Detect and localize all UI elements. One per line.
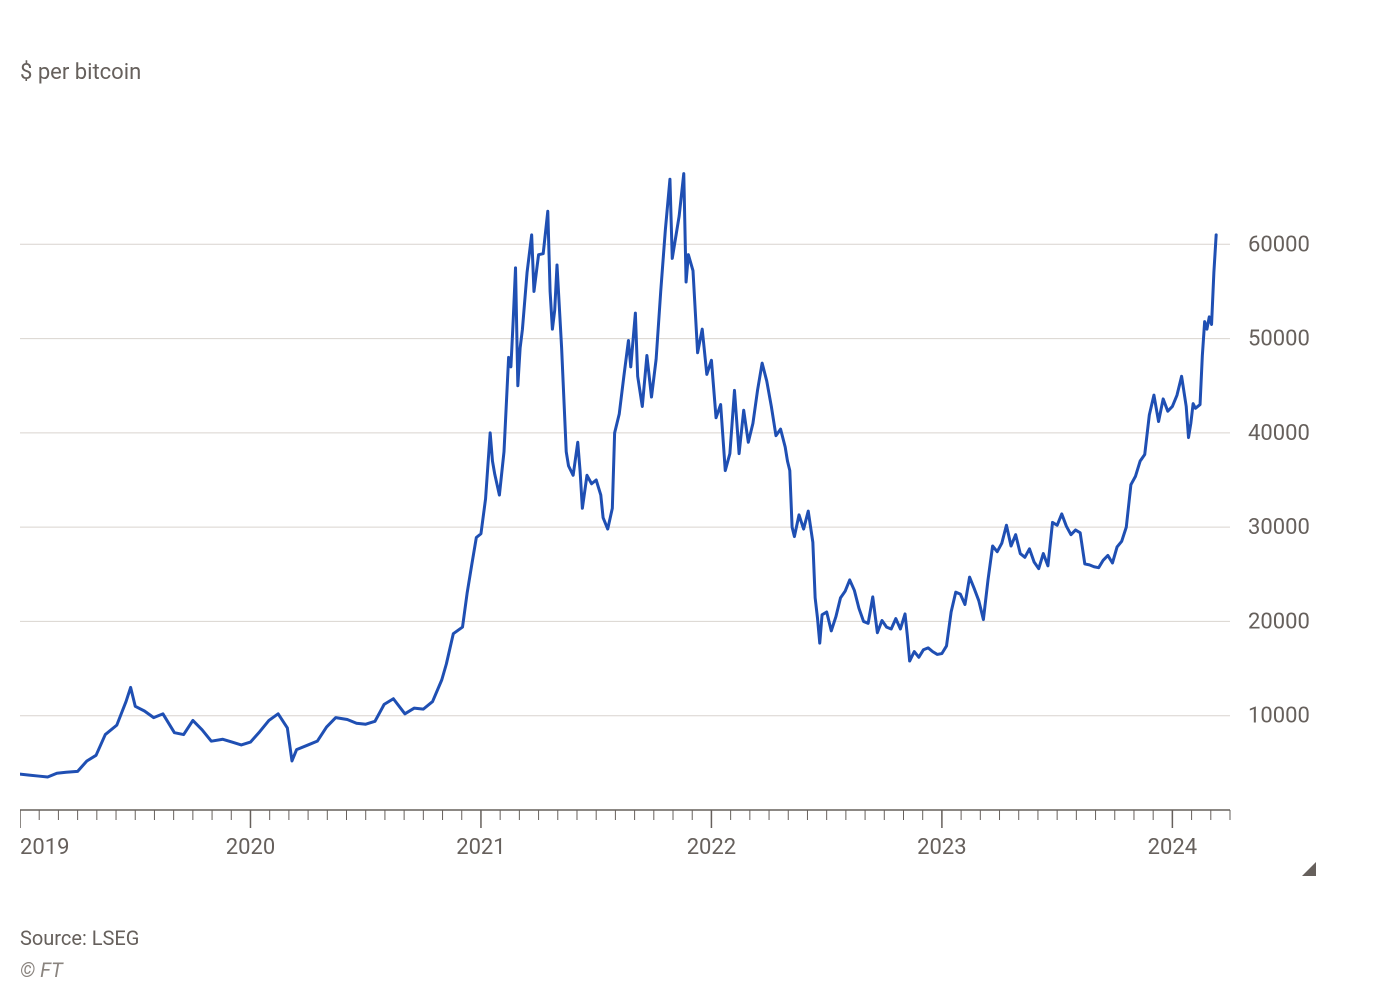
x-tick-label: 2020 bbox=[226, 835, 275, 860]
corner-flourish-icon bbox=[1302, 862, 1316, 876]
y-tick-label: 40000 bbox=[1248, 421, 1310, 446]
chart-source: Source: LSEG bbox=[20, 926, 139, 950]
y-tick-label: 10000 bbox=[1248, 704, 1310, 729]
price-line bbox=[20, 174, 1216, 777]
chart-copyright: © FT bbox=[20, 958, 63, 982]
x-tick-label: 2023 bbox=[917, 835, 966, 860]
chart-subtitle: $ per bitcoin bbox=[20, 60, 141, 85]
x-tick-label: 2022 bbox=[687, 835, 736, 860]
line-chart: 10000 20000 30000 40000 50000 60000 2019 2020 20… bbox=[20, 140, 1320, 884]
y-tick-label: 50000 bbox=[1248, 327, 1310, 352]
x-tick-label: 2021 bbox=[456, 835, 505, 860]
x-tick-label: 2024 bbox=[1148, 835, 1197, 860]
y-tick-label: 60000 bbox=[1248, 232, 1310, 257]
y-tick-label: 20000 bbox=[1248, 609, 1310, 634]
x-tick-label: 2019 bbox=[20, 835, 69, 860]
y-tick-label: 30000 bbox=[1248, 515, 1310, 540]
